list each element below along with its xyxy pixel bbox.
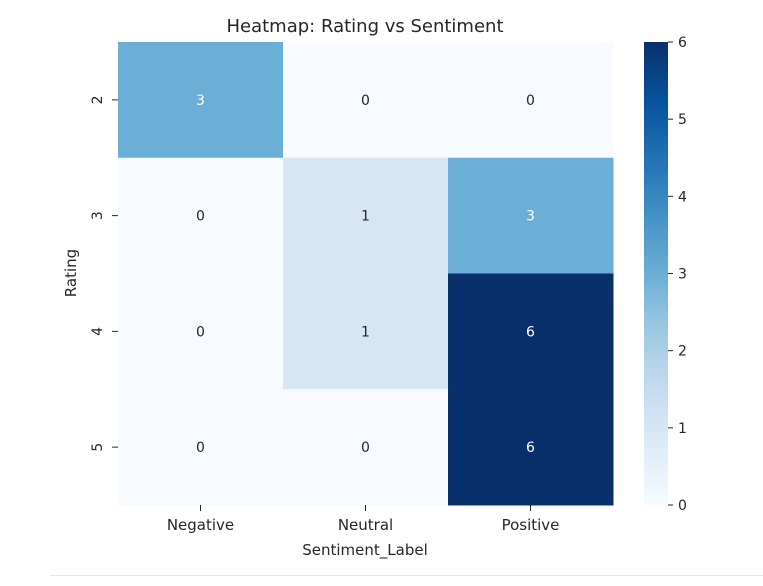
x-axis-ticks: Negative Neutral Positive	[167, 505, 560, 534]
x-tick-label: Neutral	[338, 516, 393, 534]
heatmap-cells	[118, 42, 614, 506]
cell-value-label: 0	[361, 440, 370, 456]
colorbar-tick-label: 4	[678, 189, 687, 205]
cell-value-label: 1	[361, 209, 370, 225]
y-tick-label: 5	[90, 443, 106, 452]
y-axis-ticks: 2 3 4 5	[90, 95, 118, 452]
colorbar-tick-label: 5	[678, 112, 687, 128]
heatmap-cell	[448, 389, 614, 506]
x-tick-label: Positive	[502, 516, 560, 534]
colorbar-tick-label: 3	[678, 267, 687, 283]
heatmap-cell	[448, 42, 614, 159]
cell-value-label: 3	[526, 209, 535, 225]
heatmap-cell	[283, 42, 449, 159]
heatmap-cell	[448, 273, 614, 390]
cell-value-label: 6	[526, 324, 535, 340]
cell-value-label: 0	[526, 93, 535, 109]
divider	[50, 575, 763, 576]
cell-value-label: 0	[196, 440, 205, 456]
heatmap-cell	[118, 157, 284, 274]
heatmap-cell	[118, 273, 284, 390]
cell-value-label: 1	[361, 324, 370, 340]
colorbar-ticks: 0 1 2 3 4 5 6	[668, 35, 687, 514]
colorbar-tick-label: 6	[678, 35, 687, 51]
y-tick-label: 4	[90, 327, 106, 336]
heatmap-cell-labels: 3 0 0 0 1 3 0 1 6 0 0 6	[196, 93, 535, 456]
chart-title: Heatmap: Rating vs Sentiment	[226, 16, 503, 37]
heatmap-cell	[283, 389, 449, 506]
cell-value-label: 0	[196, 209, 205, 225]
y-axis-label: Rating	[62, 249, 80, 297]
x-axis-label: Sentiment_Label	[302, 541, 428, 560]
heatmap-cell	[283, 157, 449, 274]
colorbar-tick-label: 0	[678, 498, 687, 514]
cell-value-label: 0	[196, 324, 205, 340]
x-tick-label: Negative	[167, 516, 234, 534]
cell-value-label: 0	[361, 93, 370, 109]
y-tick-label: 3	[90, 211, 106, 220]
colorbar-tick-label: 2	[678, 344, 687, 360]
colorbar-tick-label: 1	[678, 421, 687, 437]
cell-value-label: 3	[196, 93, 205, 109]
colorbar	[644, 42, 668, 505]
heatmap-cell	[448, 157, 614, 274]
heatmap-cell	[283, 273, 449, 390]
heatmap-cell	[118, 42, 284, 159]
cell-value-label: 6	[526, 440, 535, 456]
y-tick-label: 2	[90, 95, 106, 104]
heatmap-cell	[118, 389, 284, 506]
